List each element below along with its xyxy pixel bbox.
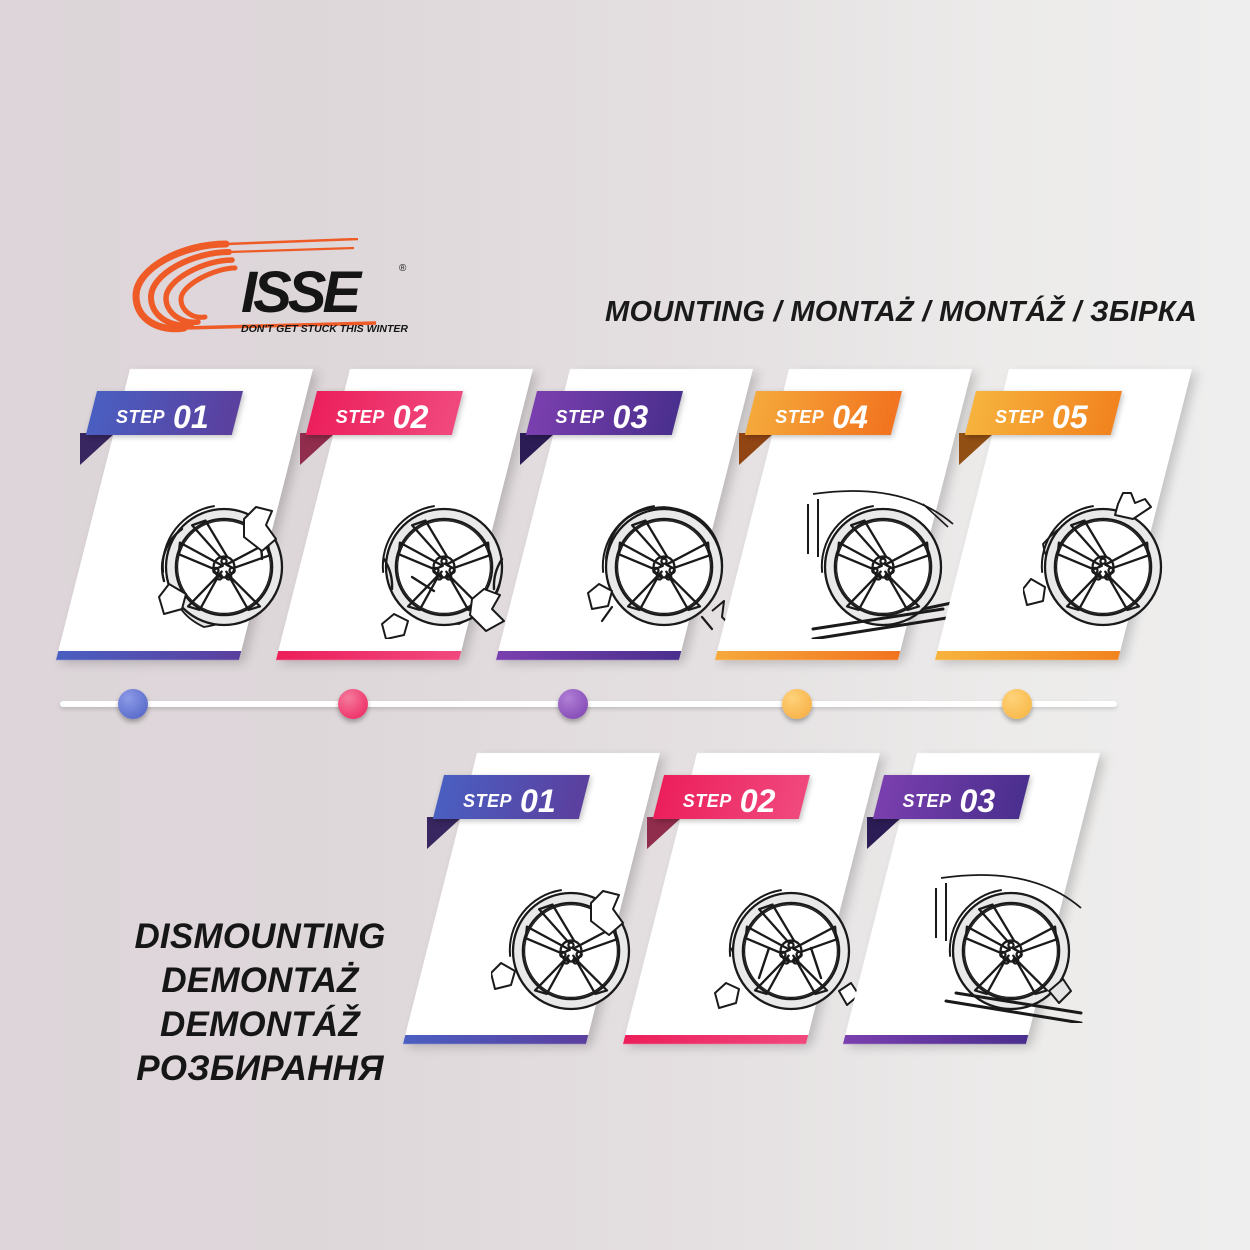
svg-text:ISSE: ISSE bbox=[241, 260, 363, 325]
svg-text:®: ® bbox=[399, 263, 407, 274]
svg-text:DON'T GET STUCK THIS WINTER: DON'T GET STUCK THIS WINTER bbox=[241, 323, 408, 335]
